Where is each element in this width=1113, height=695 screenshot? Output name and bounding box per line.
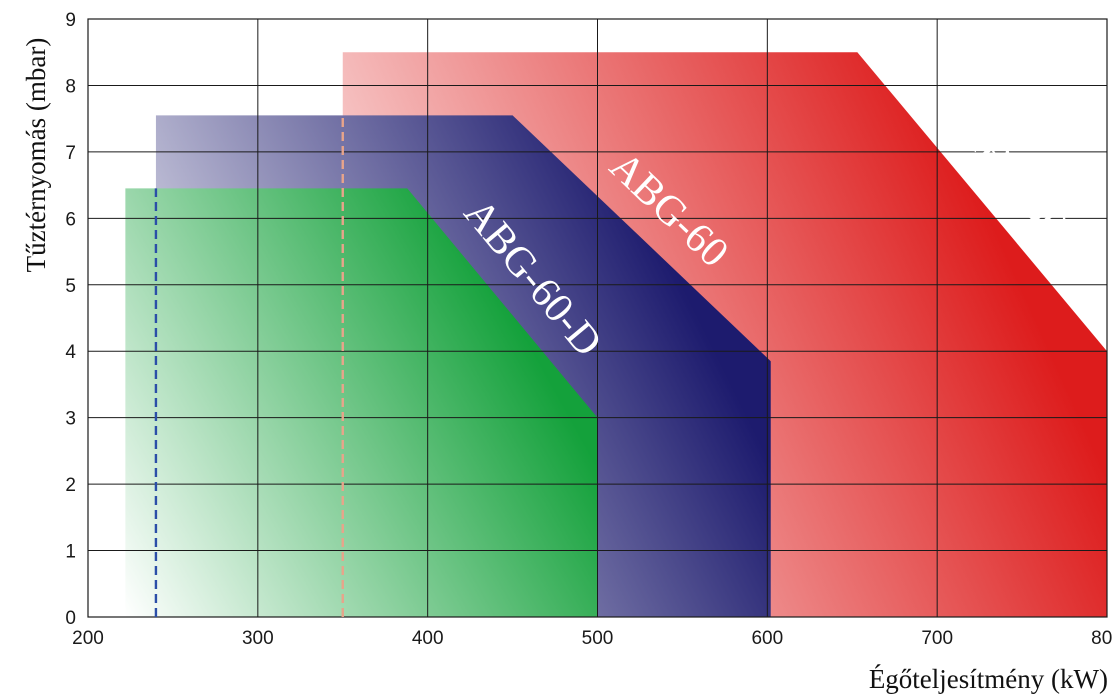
y-tick-label: 8 xyxy=(65,76,76,97)
y-tick-label: 7 xyxy=(65,143,76,164)
series-layer xyxy=(125,52,1107,617)
min-line-layer xyxy=(154,115,344,617)
y-tick-label: 6 xyxy=(65,209,76,230)
x-axis-title: Égőteljesítmény (kW) xyxy=(869,664,1108,694)
y-tick-label: 1 xyxy=(65,542,76,563)
x-tick-label: 600 xyxy=(751,628,783,649)
tick-layer: 200 300 400 500 600 700 800 0 1 2 3 4 5 6 7 8 9 xyxy=(65,10,1113,649)
series-area-abg-60-d xyxy=(125,188,598,617)
x-tick-label: 500 xyxy=(582,628,614,649)
x-tick-label: 800 xyxy=(1091,628,1113,649)
x-tick-label: 200 xyxy=(72,628,104,649)
y-tick-label: 0 xyxy=(65,608,76,629)
y-tick-label: 4 xyxy=(65,342,76,363)
y-tick-label: 9 xyxy=(65,10,76,31)
y-tick-label: 2 xyxy=(65,475,76,496)
x-tick-label: 400 xyxy=(412,628,444,649)
y-tick-label: 3 xyxy=(65,409,76,430)
grid-layer xyxy=(87,18,1108,618)
y-tick-label: 5 xyxy=(65,276,76,297)
plot-frame xyxy=(87,18,1108,618)
x-tick-label: 300 xyxy=(242,628,274,649)
x-tick-label: 700 xyxy=(921,628,953,649)
y-axis-title: Tűztérnyomás (mbar) xyxy=(21,38,51,273)
